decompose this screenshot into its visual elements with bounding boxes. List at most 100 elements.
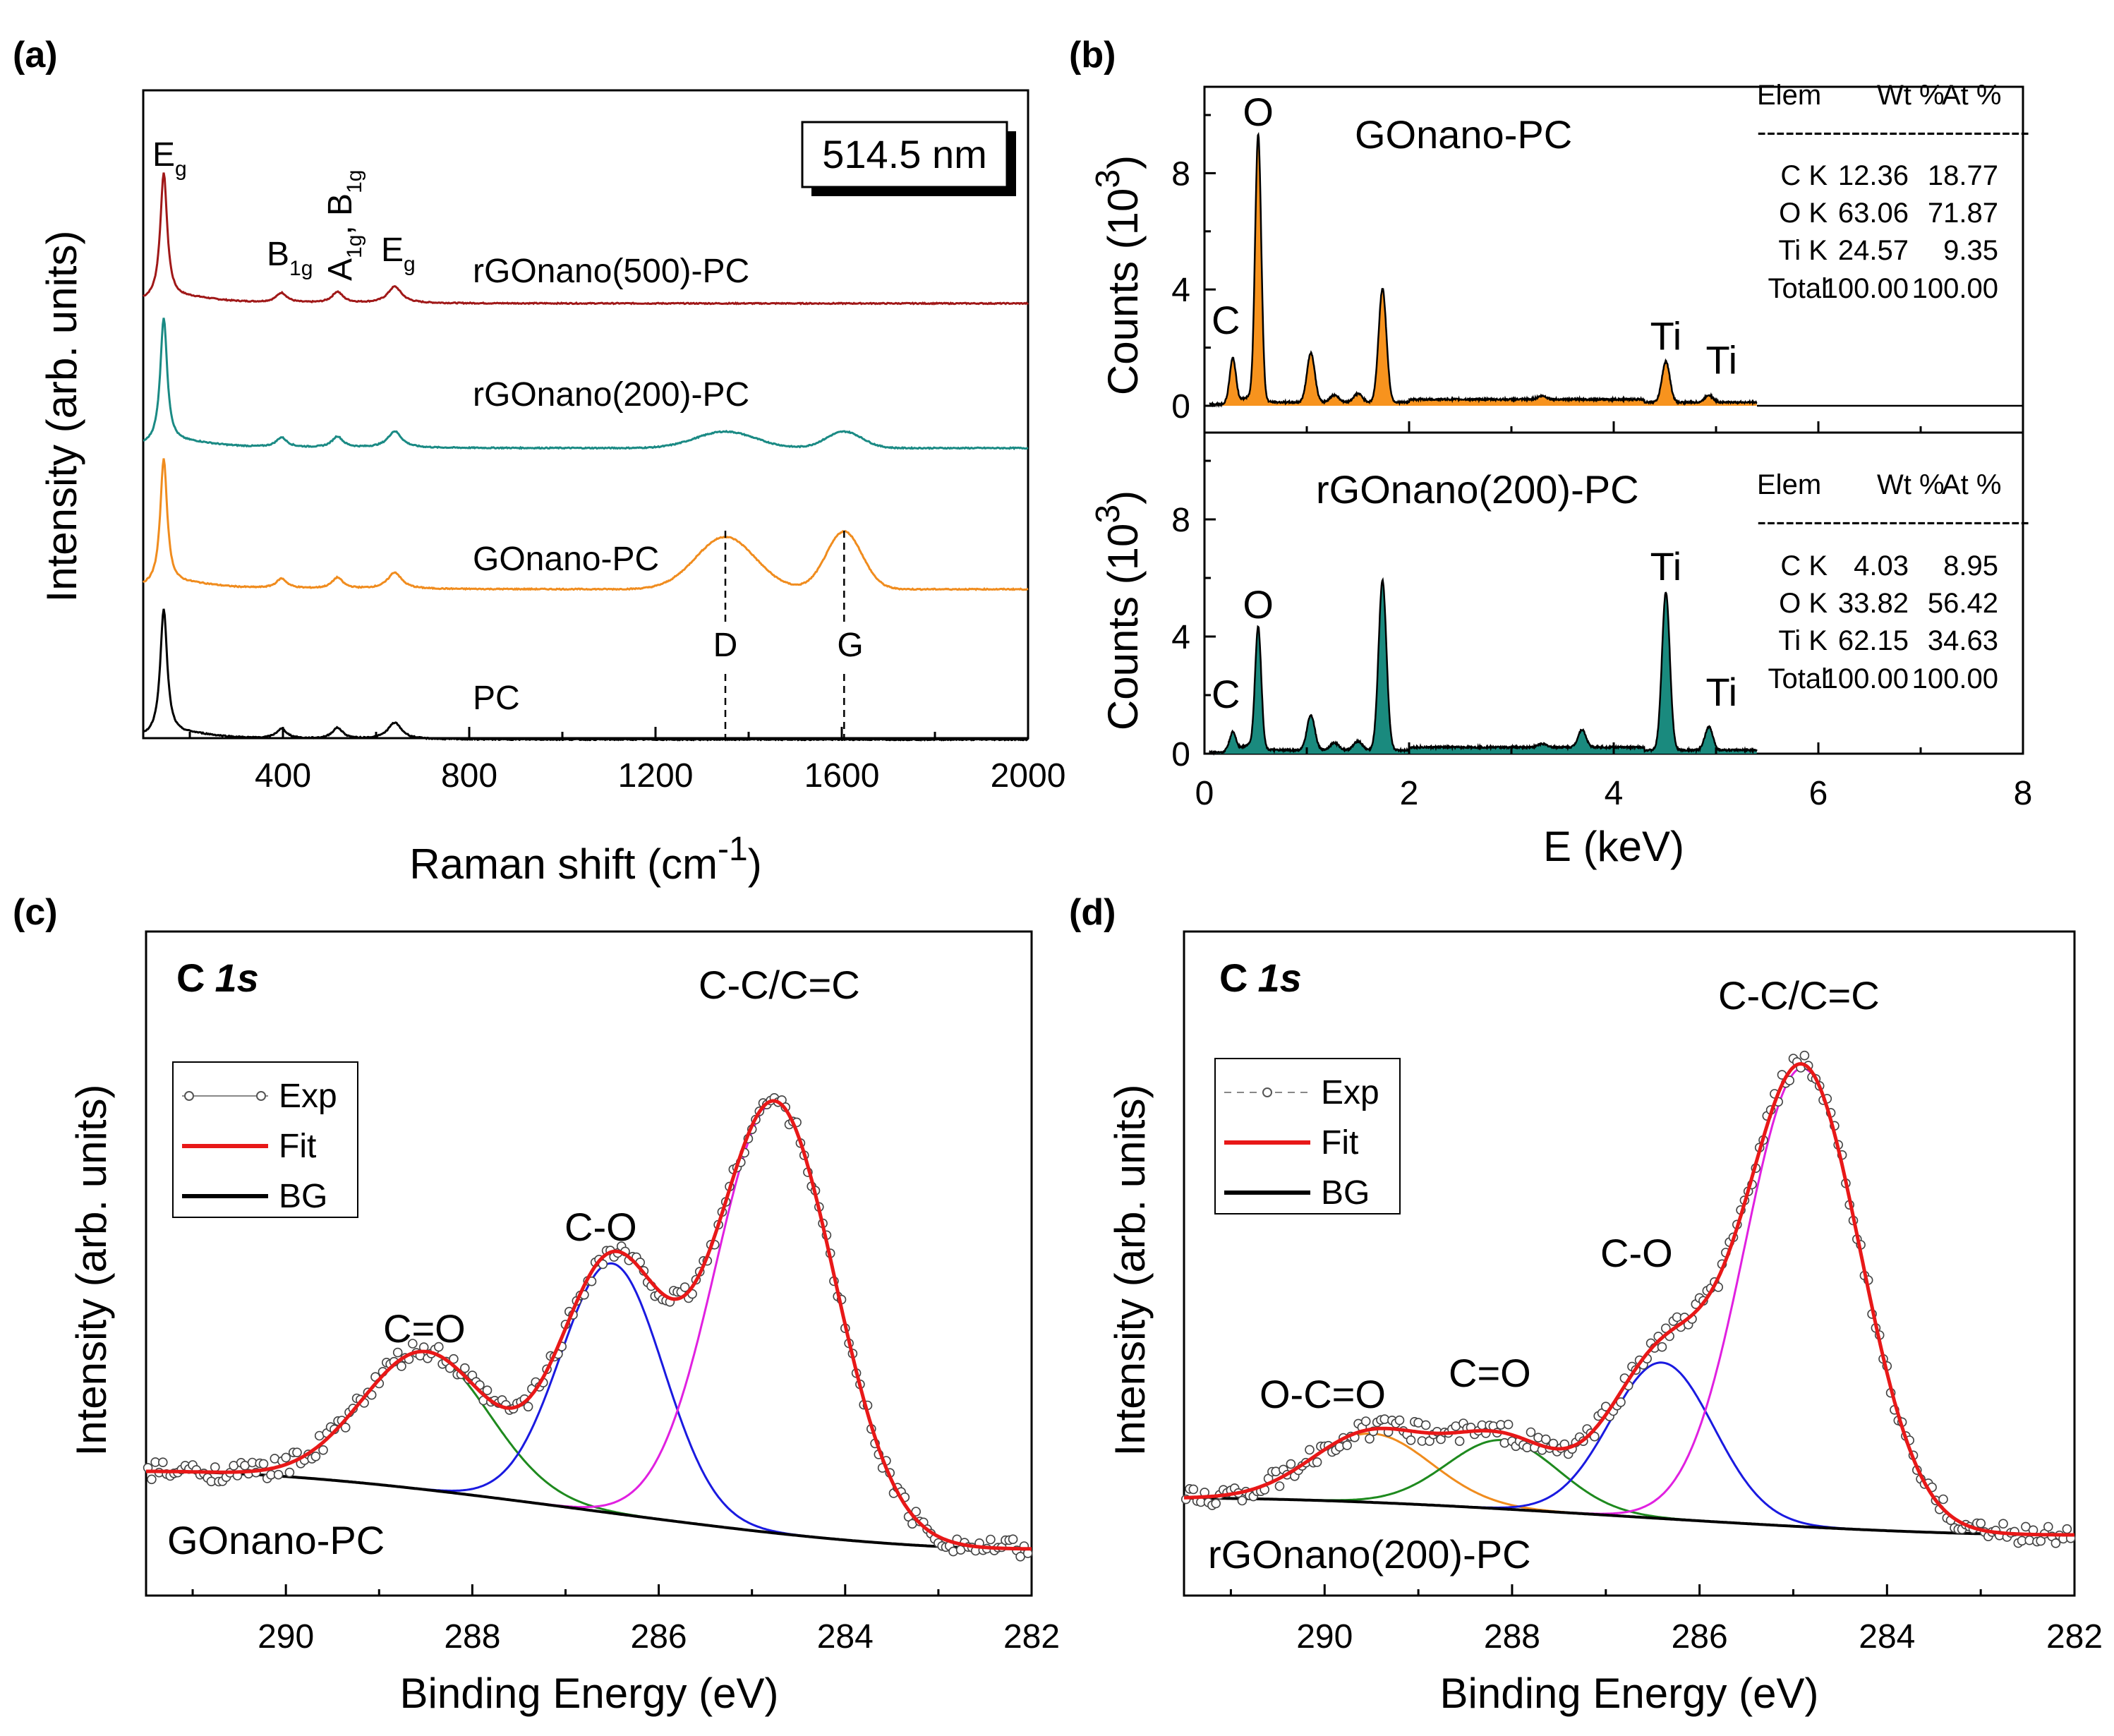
xps-exp-point xyxy=(1616,1397,1626,1407)
table-cell: 4.03 xyxy=(1854,550,1909,581)
y-axis-title-b-bottom: Counts (103) xyxy=(1089,490,1147,730)
xps-exp-point xyxy=(1938,1494,1948,1505)
table-cell: 33.82 xyxy=(1838,588,1909,619)
dg-dashed-lines xyxy=(724,531,845,738)
raman-series-line xyxy=(143,318,1029,450)
table-cell: 12.36 xyxy=(1838,160,1909,191)
y-tick-label: 0 xyxy=(1171,388,1190,426)
xps-curves-d xyxy=(1180,1050,2076,1548)
table-rule: ----------------------------- xyxy=(1757,116,2029,147)
x-tick-label: 1200 xyxy=(618,757,694,795)
component-label-co: C-O xyxy=(1600,1231,1673,1275)
raman-curves xyxy=(142,172,1029,742)
table-cell: 9.35 xyxy=(1943,235,1998,266)
eds-peak-label: Ti xyxy=(1706,338,1738,382)
panel-label-a: (a) xyxy=(13,35,58,76)
legend-d: Exp Fit BG xyxy=(1214,1058,1401,1214)
table-cell: 18.77 xyxy=(1928,160,1998,191)
xps-exp-point xyxy=(1454,1436,1465,1446)
xps-exp-point xyxy=(449,1354,459,1364)
table-header-elem: Elem xyxy=(1757,80,1821,111)
eds-spectrum-rgo200: C O Ti Ti xyxy=(1209,544,2023,756)
panel-a-raman: (a) 400 800 1200 1600 2000 514.5 nm Eg B1g A… xyxy=(13,35,1065,888)
xps-exp-point xyxy=(1211,1498,1221,1509)
sample-label-c: GOnano-PC xyxy=(167,1518,385,1562)
component-label-oco: O-C=O xyxy=(1260,1372,1386,1416)
x-ticks-c: 290 288 286 284 282 xyxy=(191,1584,1060,1656)
xps-exp-point xyxy=(1312,1457,1322,1467)
xps-fit-line xyxy=(146,1099,1032,1551)
xps-exp-point xyxy=(433,1342,444,1352)
eds-table-rgo200: Elem Wt % At % -------------------------… xyxy=(1757,469,2029,694)
xps-exp-point xyxy=(2050,1538,2061,1548)
xps-exp-point xyxy=(1286,1459,1296,1469)
table-cell: 100.00 xyxy=(1823,663,1909,694)
eds-spectrum-line xyxy=(1209,131,1758,409)
x-tick-label: 282 xyxy=(1003,1618,1060,1656)
component-label-c-o-double: C=O xyxy=(1449,1351,1531,1395)
sample-label-d: rGOnano(200)-PC xyxy=(1208,1532,1531,1577)
panel-title-d: C 1s xyxy=(1219,956,1302,1000)
x-axis-title-b: E (keV) xyxy=(1543,823,1684,870)
xps-exp-point xyxy=(1342,1440,1352,1450)
x-axis-title-a: Raman shift (cm-1) xyxy=(409,831,761,888)
panel-title-c: C 1s xyxy=(176,956,259,1000)
peak-label-a1g-b1g: A1g, B1g xyxy=(322,170,366,281)
table-cell: 62.15 xyxy=(1838,625,1909,656)
xps-exp-point xyxy=(1976,1518,1986,1529)
table-cell: C K xyxy=(1780,160,1828,191)
xps-exp-point xyxy=(1998,1519,2008,1529)
xps-exp-point xyxy=(1365,1434,1375,1444)
eds-sample-gonano: GOnano-PC xyxy=(1355,112,1572,157)
peak-label-g: G xyxy=(837,627,863,664)
x-tick-label: 282 xyxy=(2046,1618,2103,1656)
raman-series-line xyxy=(143,608,1029,742)
eds-table-gonano: Elem Wt % At % -------------------------… xyxy=(1757,80,2029,304)
legend-label-exp: Exp xyxy=(1321,1074,1379,1111)
xps-curves-c xyxy=(143,1093,1033,1562)
y-tick-label: 8 xyxy=(1171,502,1190,539)
panel-label-d: (d) xyxy=(1069,892,1116,933)
raman-series-line xyxy=(142,458,1029,591)
legend-label-bg: BG xyxy=(279,1178,327,1215)
xps-exp-point xyxy=(340,1423,351,1433)
table-cell: Ti K xyxy=(1778,235,1828,266)
eds-peak-label: O xyxy=(1243,582,1274,627)
table-cell: 34.63 xyxy=(1928,625,1998,656)
table-cell: Total xyxy=(1768,663,1828,694)
legend-label-bg: BG xyxy=(1321,1174,1370,1212)
x-tick-label: 6 xyxy=(1809,775,1828,812)
x-tick-label: 288 xyxy=(444,1618,500,1656)
table-cell: 56.42 xyxy=(1928,588,1998,619)
xps-exp-point xyxy=(1008,1534,1018,1544)
legend-box-c xyxy=(172,1061,358,1218)
table-header-at: At % xyxy=(1942,469,2001,500)
table-header-elem: Elem xyxy=(1757,469,1821,500)
table-cell: 71.87 xyxy=(1928,198,1998,229)
xps-background-line xyxy=(146,1470,1032,1550)
eds-spectrum-line xyxy=(1209,577,1758,756)
y-axis-title-a: Intensity (arb. units) xyxy=(38,231,85,603)
xps-exp-point xyxy=(482,1385,493,1395)
y-axis-title-b-top: Counts (103) xyxy=(1089,155,1147,395)
xps-exp-point xyxy=(1503,1419,1514,1430)
xps-exp-point xyxy=(1526,1427,1536,1437)
xps-exp-point xyxy=(292,1447,302,1457)
xps-exp-point xyxy=(310,1452,321,1461)
peak-label-b1g: B1g xyxy=(267,236,313,280)
peak-label-eg1: Eg xyxy=(152,136,187,181)
xps-exp-point xyxy=(1657,1342,1667,1352)
xps-exp-point xyxy=(1799,1050,1810,1061)
xps-exp-point xyxy=(1541,1434,1551,1445)
x-tick-label: 4 xyxy=(1605,775,1624,812)
xps-exp-point xyxy=(210,1462,220,1472)
sample-label-gonano: GOnano-PC xyxy=(473,541,659,578)
x-axis-title-d: Binding Energy (eV) xyxy=(1440,1670,1819,1717)
table-header-wt: Wt % xyxy=(1877,469,1945,500)
table-cell: 100.00 xyxy=(1823,273,1909,304)
plot-frame-c xyxy=(145,930,1033,1597)
legend-c: Exp Fit BG xyxy=(172,1061,358,1218)
table-cell: 8.95 xyxy=(1943,550,1998,581)
raman-series-line xyxy=(143,172,1029,306)
